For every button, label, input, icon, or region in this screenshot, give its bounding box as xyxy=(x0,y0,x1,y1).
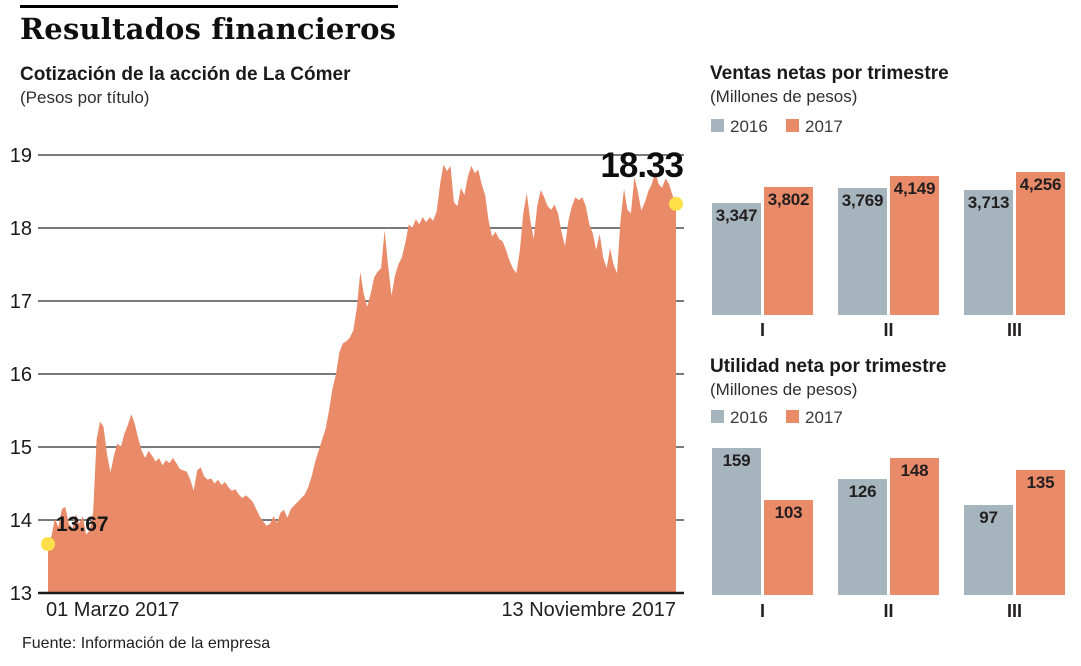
bar-2016-I: 159 xyxy=(712,448,761,595)
ventas-chart-unit: (Millones de pesos) xyxy=(710,87,858,106)
bar-value-label: 4,256 xyxy=(1019,175,1062,194)
ventas-legend: 2016 2017 xyxy=(710,117,910,136)
utilidad-legend: 2016 2017 xyxy=(710,408,910,427)
quarter-label-I: I xyxy=(759,601,765,621)
start-value-annotation: 13.67 xyxy=(56,513,109,536)
quarter-label-II: II xyxy=(883,601,894,621)
source-note: Fuente: Información de la empresa xyxy=(22,635,271,652)
bar-2017-II: 148 xyxy=(890,458,939,595)
legend-label-2017: 2017 xyxy=(805,408,843,427)
top-rule xyxy=(20,5,398,8)
start-point-marker xyxy=(41,537,55,552)
bar-value-label: 4,149 xyxy=(893,179,936,198)
end-value-annotation: 18.33 xyxy=(600,146,684,185)
quarter-label-I: I xyxy=(759,320,765,340)
legend-label-2017: 2017 xyxy=(805,117,843,136)
end-point-marker xyxy=(669,196,683,211)
y-tick-13: 13 xyxy=(10,583,32,605)
bar-2016-II: 3,769 xyxy=(838,188,887,315)
bar-2017-III: 4,256 xyxy=(1016,172,1065,315)
x-axis-start-label: 01 Marzo 2017 xyxy=(46,599,180,621)
quarter-label-II: II xyxy=(883,320,894,340)
utilidad-quarter-labels: I II III xyxy=(710,601,1066,623)
ventas-bars: 3,347 3,769 3,713 3,802 4,149 4,256 xyxy=(710,172,1066,315)
y-tick-16: 16 xyxy=(10,364,32,386)
quarter-label-III: III xyxy=(1006,320,1022,340)
y-tick-19: 19 xyxy=(10,145,32,167)
utilidad-chart-unit: (Millones de pesos) xyxy=(710,380,858,399)
bar-value-label: 97 xyxy=(979,508,998,527)
bar-2017-II: 4,149 xyxy=(890,176,939,315)
legend-label-2016: 2016 xyxy=(730,117,768,136)
page-title: Resultados financieros xyxy=(20,12,397,46)
y-tick-15: 15 xyxy=(10,437,32,459)
bar-value-label: 3,769 xyxy=(841,191,884,210)
price-chart-unit: (Pesos por título) xyxy=(20,88,150,107)
utilidad-chart-title: Utilidad neta por trimestre xyxy=(710,356,947,377)
ventas-quarter-labels: I II III xyxy=(710,320,1066,342)
legend-swatch-2016 xyxy=(711,410,724,423)
legend-label-2016: 2016 xyxy=(730,408,768,427)
legend-swatch-2017 xyxy=(786,119,799,132)
y-tick-17: 17 xyxy=(10,291,32,313)
bar-2016-III: 3,713 xyxy=(964,190,1013,315)
bar-2017-I: 103 xyxy=(764,500,813,595)
price-chart-title: Cotización de la acción de La Cómer xyxy=(20,64,351,85)
bar-2016-I: 3,347 xyxy=(712,203,761,315)
bar-value-label: 3,347 xyxy=(715,206,758,225)
bar-value-label: 3,713 xyxy=(967,193,1010,212)
y-tick-14: 14 xyxy=(10,510,32,532)
bar-2017-III: 135 xyxy=(1016,470,1065,595)
price-area-chart: 19 18 17 16 15 14 13 xyxy=(10,145,684,605)
bar-value-label: 126 xyxy=(848,482,877,501)
bar-value-label: 135 xyxy=(1026,473,1055,492)
bar-2016-III: 97 xyxy=(964,505,1013,595)
legend-swatch-2016 xyxy=(711,119,724,132)
bar-2017-I: 3,802 xyxy=(764,187,813,315)
x-axis-end-label: 13 Noviembre 2017 xyxy=(501,599,676,621)
price-area-series xyxy=(48,164,676,593)
legend-swatch-2017 xyxy=(786,410,799,423)
bar-value-label: 3,802 xyxy=(767,190,810,209)
y-tick-18: 18 xyxy=(10,218,32,240)
quarter-label-III: III xyxy=(1006,601,1022,621)
bar-value-label: 148 xyxy=(900,461,929,480)
bar-value-label: 159 xyxy=(722,451,751,470)
ventas-chart-title: Ventas netas por trimestre xyxy=(710,63,949,84)
utilidad-bars: 159 126 97 103 148 135 xyxy=(710,448,1066,595)
bar-2016-II: 126 xyxy=(838,479,887,595)
bar-value-label: 103 xyxy=(774,503,803,522)
